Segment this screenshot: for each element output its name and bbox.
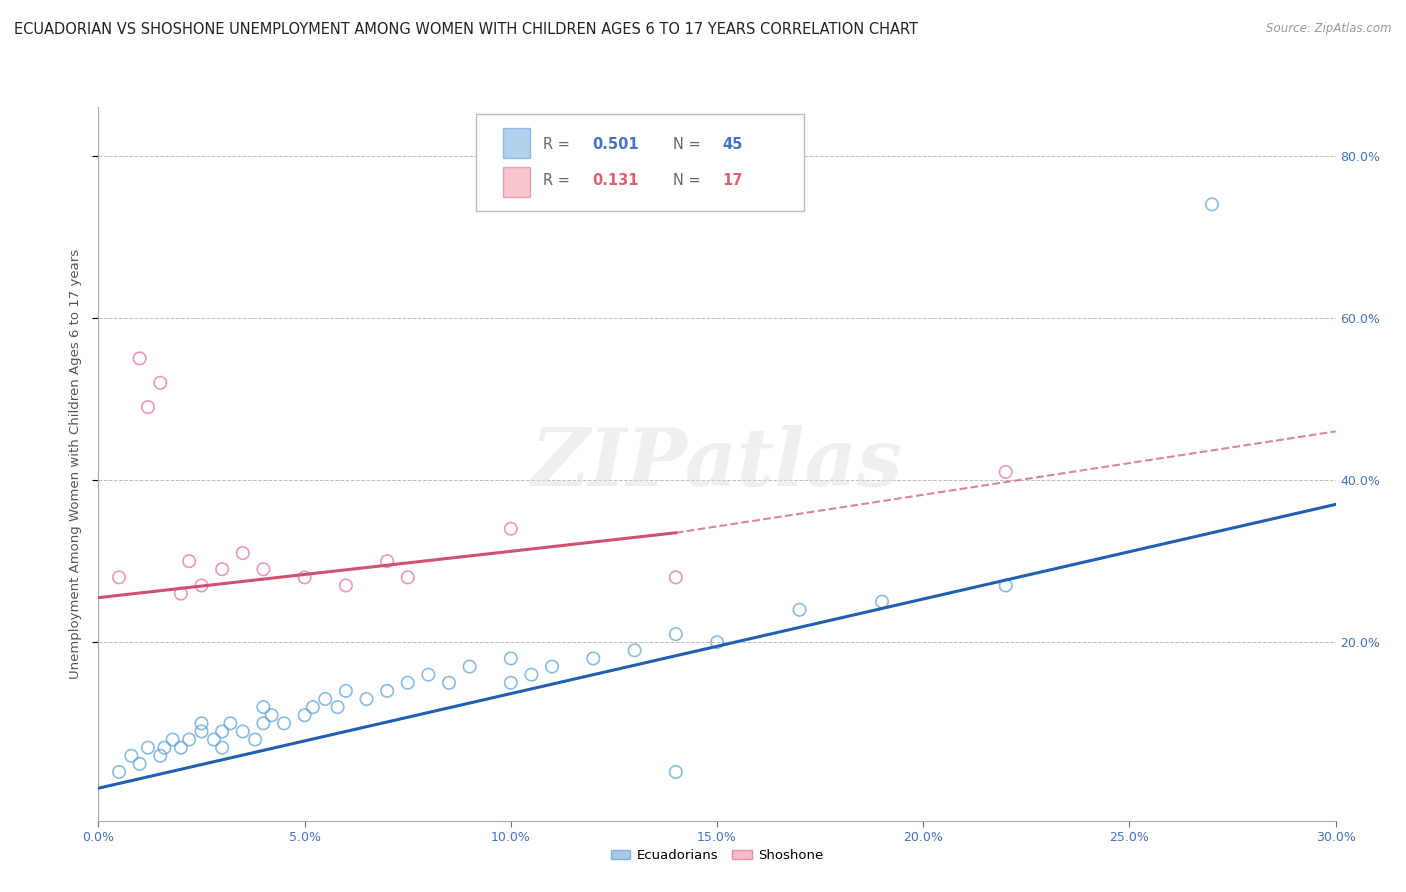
Point xyxy=(706,635,728,649)
FancyBboxPatch shape xyxy=(475,114,804,211)
Point xyxy=(120,748,142,763)
Point xyxy=(170,740,193,755)
Point xyxy=(153,740,176,755)
Point xyxy=(396,675,419,690)
Text: 17: 17 xyxy=(723,173,742,188)
Point xyxy=(136,400,159,414)
Point xyxy=(335,578,357,592)
Text: Source: ZipAtlas.com: Source: ZipAtlas.com xyxy=(1267,22,1392,36)
Point xyxy=(789,603,811,617)
Text: R =: R = xyxy=(543,136,574,152)
Point xyxy=(211,724,233,739)
Point xyxy=(665,627,688,641)
Point xyxy=(582,651,605,665)
Point xyxy=(202,732,225,747)
Point xyxy=(520,667,543,681)
Point xyxy=(458,659,481,673)
Point xyxy=(219,716,242,731)
Point xyxy=(335,684,357,698)
Point xyxy=(232,546,254,560)
Point xyxy=(243,732,266,747)
Point xyxy=(108,764,131,779)
Point xyxy=(541,659,564,673)
Point xyxy=(260,708,283,723)
Point xyxy=(190,724,212,739)
Point xyxy=(499,522,522,536)
Point xyxy=(252,716,274,731)
Point xyxy=(170,586,193,600)
Point xyxy=(294,570,316,584)
Point xyxy=(136,740,159,755)
FancyBboxPatch shape xyxy=(503,128,530,158)
Point xyxy=(375,684,398,698)
Point xyxy=(294,708,316,723)
Point xyxy=(396,570,419,584)
Point xyxy=(623,643,645,657)
Text: R =: R = xyxy=(543,173,574,188)
Text: ZIPatlas: ZIPatlas xyxy=(531,425,903,502)
Point xyxy=(108,570,131,584)
Point xyxy=(190,716,212,731)
Text: 0.131: 0.131 xyxy=(592,173,638,188)
Point xyxy=(232,724,254,739)
Text: ECUADORIAN VS SHOSHONE UNEMPLOYMENT AMONG WOMEN WITH CHILDREN AGES 6 TO 17 YEARS: ECUADORIAN VS SHOSHONE UNEMPLOYMENT AMON… xyxy=(14,22,918,37)
Text: 45: 45 xyxy=(723,136,742,152)
Point xyxy=(314,692,336,706)
Point xyxy=(179,554,201,568)
Point xyxy=(499,651,522,665)
Point xyxy=(375,554,398,568)
Point xyxy=(211,740,233,755)
Point xyxy=(870,595,893,609)
Point xyxy=(149,748,172,763)
Point xyxy=(665,764,688,779)
Point xyxy=(128,351,150,366)
Point xyxy=(252,700,274,714)
Text: N =: N = xyxy=(672,173,704,188)
Point xyxy=(437,675,460,690)
Point xyxy=(179,732,201,747)
Point xyxy=(665,570,688,584)
Point xyxy=(356,692,378,706)
Point xyxy=(211,562,233,576)
Point xyxy=(149,376,172,390)
Point xyxy=(994,578,1017,592)
Legend: Ecuadorians, Shoshone: Ecuadorians, Shoshone xyxy=(606,844,828,868)
Text: 0.501: 0.501 xyxy=(592,136,638,152)
Point xyxy=(418,667,440,681)
Point xyxy=(252,562,274,576)
FancyBboxPatch shape xyxy=(503,167,530,197)
Point xyxy=(302,700,325,714)
Point xyxy=(1201,197,1223,211)
Point xyxy=(326,700,349,714)
Point xyxy=(273,716,295,731)
Point xyxy=(128,756,150,771)
Point xyxy=(190,578,212,592)
Y-axis label: Unemployment Among Women with Children Ages 6 to 17 years: Unemployment Among Women with Children A… xyxy=(69,249,82,679)
Point xyxy=(162,732,184,747)
Point xyxy=(499,675,522,690)
Text: N =: N = xyxy=(672,136,704,152)
Point xyxy=(994,465,1017,479)
